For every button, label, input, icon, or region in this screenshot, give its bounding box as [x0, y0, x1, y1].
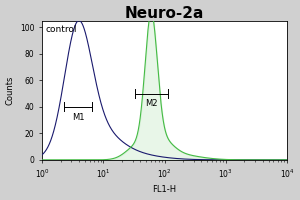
Text: control: control [45, 25, 77, 34]
X-axis label: FL1-H: FL1-H [153, 185, 177, 194]
Y-axis label: Counts: Counts [6, 76, 15, 105]
Text: M2: M2 [145, 99, 158, 108]
Title: Neuro-2a: Neuro-2a [125, 6, 204, 21]
Text: M1: M1 [72, 113, 84, 122]
